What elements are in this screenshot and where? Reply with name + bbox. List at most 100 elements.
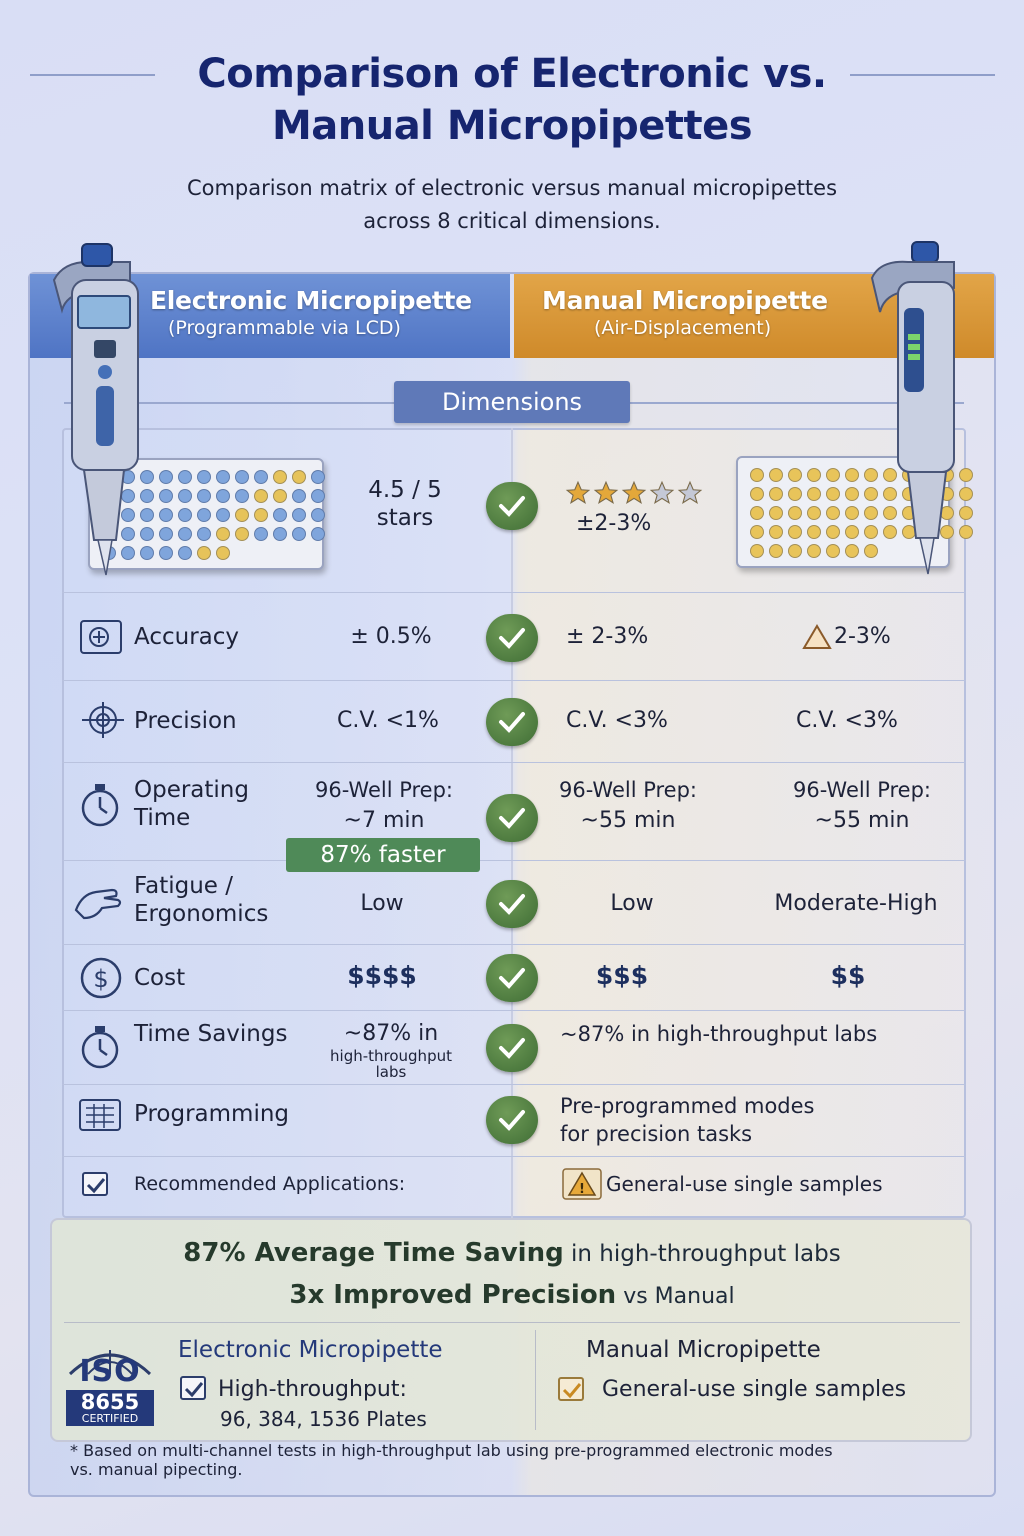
row-label-recommended: Recommended Applications: <box>134 1173 406 1195</box>
star-filled-icon <box>593 480 619 504</box>
manual-fatigue: Low <box>610 891 654 916</box>
well <box>311 508 325 522</box>
row-label-precision: Precision <box>134 708 237 734</box>
well <box>845 506 859 520</box>
blue-well-plate <box>88 458 325 570</box>
page-title: Comparison of Electronic vs. Manual Micr… <box>0 48 1024 152</box>
well <box>159 508 173 522</box>
well <box>178 508 192 522</box>
dimensions-rule-right <box>630 402 964 404</box>
row-divider <box>62 762 966 763</box>
title-line-2: Manual Micropipettes <box>271 103 753 149</box>
well <box>216 489 230 503</box>
well <box>273 508 287 522</box>
well <box>750 506 764 520</box>
well <box>883 506 897 520</box>
summary-box <box>50 1218 972 1442</box>
summary-manual-title: Manual Micropipette <box>586 1337 821 1363</box>
cell-line: ~87% in <box>343 1021 439 1046</box>
electronic-time-savings: ~87% in high-throughput labs <box>306 1020 476 1080</box>
check-icon <box>486 880 538 928</box>
well <box>121 508 135 522</box>
subtitle-line-1: Comparison matrix of electronic versus m… <box>186 176 838 200</box>
well <box>197 508 211 522</box>
well <box>959 468 973 482</box>
manual-rating-value: ±2-3% <box>576 511 652 536</box>
well <box>769 544 783 558</box>
well <box>216 508 230 522</box>
well <box>235 470 249 484</box>
well <box>769 487 783 501</box>
well <box>864 506 878 520</box>
electronic-fatigue: Low <box>360 891 404 916</box>
well <box>235 527 249 541</box>
manual-precision-alt: C.V. <3% <box>796 708 898 733</box>
electronic-cost: $$$$ <box>347 961 417 990</box>
well <box>807 506 821 520</box>
well <box>826 487 840 501</box>
faster-badge: 87% faster <box>286 838 480 872</box>
manual-cost: $$$ <box>595 961 649 990</box>
well <box>273 527 287 541</box>
well <box>254 527 268 541</box>
electronic-rating-unit: stars <box>376 505 434 531</box>
well <box>959 525 973 539</box>
well <box>159 546 173 560</box>
row-label-cost: Cost <box>134 965 186 991</box>
well <box>197 470 211 484</box>
electronic-operating-time: 96-Well Prep: ~7 min <box>296 776 472 835</box>
row-label-programming: Programming <box>134 1101 290 1127</box>
well <box>121 546 135 560</box>
electronic-rating-value: 4.5 / 5 <box>368 477 442 503</box>
manual-header-title: Manual Micropipette <box>542 286 828 315</box>
warning-icon: ! <box>562 1168 602 1200</box>
well <box>197 489 211 503</box>
well <box>140 527 154 541</box>
well <box>292 470 306 484</box>
cell-line: labs <box>375 1063 407 1081</box>
well <box>807 487 821 501</box>
well <box>254 470 268 484</box>
footnote-line: vs. manual pipecting. <box>70 1460 243 1479</box>
summary-line-1: 87% Average Time Saving in high-throughp… <box>0 1238 1024 1268</box>
row-label-operating-time: Operating Time <box>134 776 249 832</box>
iso-badge: ISO 8655 CERTIFIED <box>58 1344 162 1428</box>
well <box>750 487 764 501</box>
cell-line: 96-Well Prep: <box>558 778 698 802</box>
stopwatch-icon <box>81 1026 119 1069</box>
well <box>235 508 249 522</box>
electronic-precision: C.V. <1% <box>337 708 439 733</box>
row-divider <box>62 680 966 681</box>
row-divider <box>62 592 966 593</box>
row-label-line: Operating <box>134 777 249 803</box>
row-label-line: Time <box>134 805 191 831</box>
well <box>845 468 859 482</box>
cell-line: ~55 min <box>814 808 910 833</box>
summary-highlight: 3x Improved Precision <box>289 1280 617 1310</box>
row-label-accuracy: Accuracy <box>134 624 240 650</box>
stopwatch-icon <box>81 784 119 827</box>
row-label-fatigue: Fatigue / Ergonomics <box>134 872 268 928</box>
accuracy-icon <box>80 620 122 654</box>
well <box>159 489 173 503</box>
well <box>159 527 173 541</box>
summary-highlight: 87% Average Time Saving <box>183 1238 564 1268</box>
hand-icon <box>74 888 122 920</box>
summary-line-2: 3x Improved Precision vs Manual <box>0 1280 1024 1310</box>
manual-header-sub: (Air-Displacement) <box>594 317 772 339</box>
manual-time-savings: ~87% in high-throughput labs <box>560 1022 878 1046</box>
well <box>864 525 878 539</box>
crosshair-icon <box>82 702 124 738</box>
iso-certified: CERTIFIED <box>66 1412 154 1426</box>
summary-electronic-title: Electronic Micropipette <box>178 1337 443 1363</box>
checkbox-icon <box>82 1172 108 1196</box>
well <box>197 527 211 541</box>
row-label-line: Fatigue / <box>134 873 234 899</box>
star-rating <box>564 480 704 510</box>
well <box>750 525 764 539</box>
summary-electronic-item: High-throughput: <box>218 1377 407 1402</box>
well <box>845 525 859 539</box>
well <box>273 470 287 484</box>
manual-programming: Pre-programmed modes for precision tasks <box>560 1092 814 1148</box>
well <box>216 470 230 484</box>
